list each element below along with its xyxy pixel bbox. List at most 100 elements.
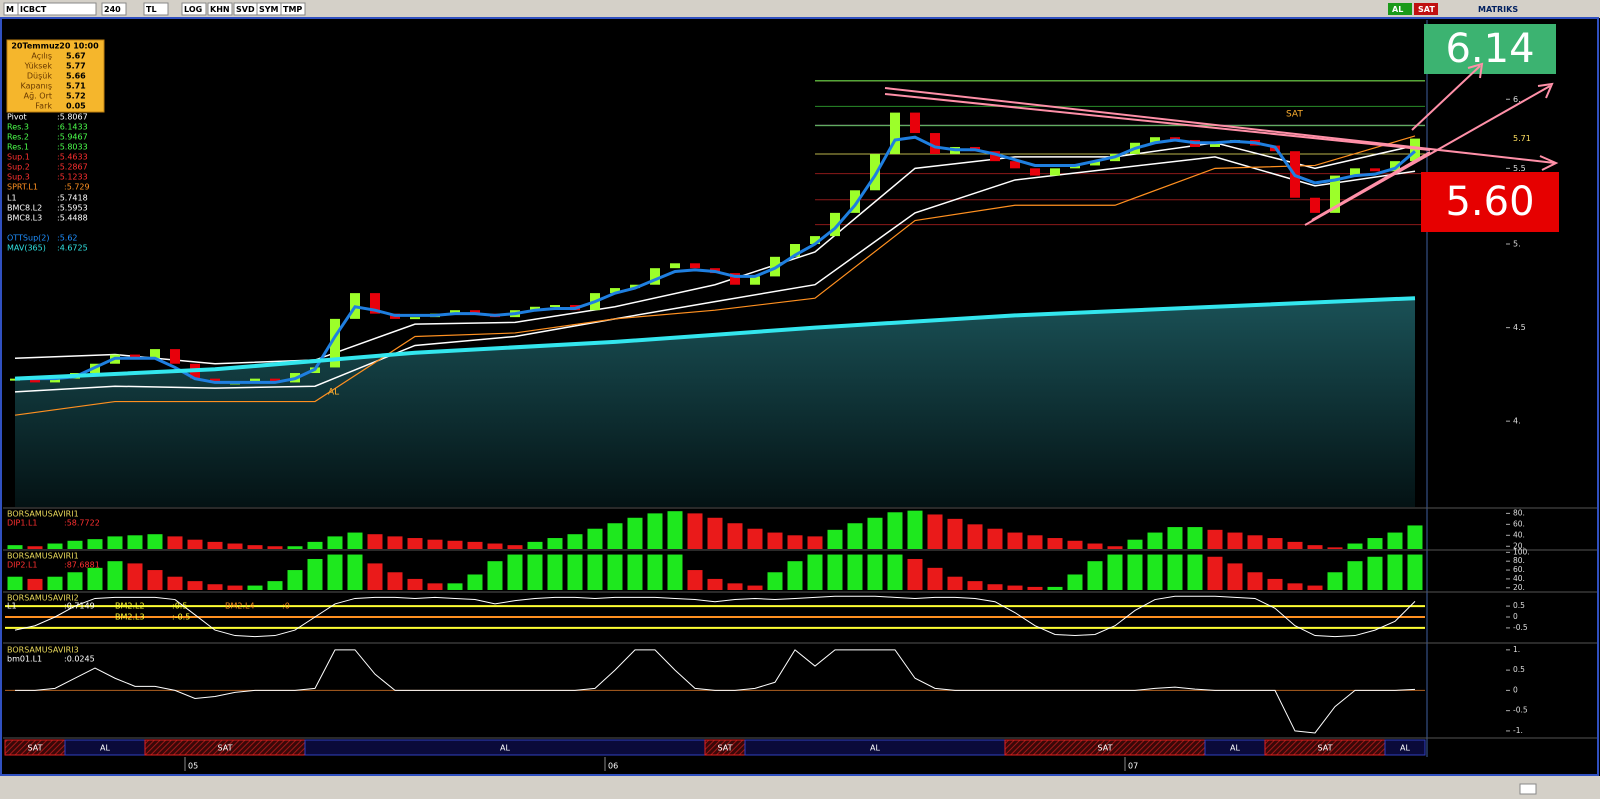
legend-value: :-0.5 bbox=[172, 613, 190, 622]
toolbar-button[interactable] bbox=[1414, 3, 1438, 15]
candle bbox=[870, 154, 880, 191]
histogram-bar bbox=[867, 517, 883, 549]
info-value: 5.67 bbox=[66, 52, 86, 61]
histogram-bar bbox=[647, 554, 663, 590]
histogram-bar bbox=[1227, 563, 1243, 590]
legend-value: :4.6725 bbox=[57, 244, 88, 253]
legend-name: MAV(365) bbox=[7, 244, 46, 253]
histogram-bar bbox=[1107, 546, 1123, 549]
histogram-bar bbox=[867, 554, 883, 590]
histogram-bar bbox=[467, 541, 483, 549]
y-tick-label: 5. bbox=[1513, 240, 1521, 249]
candle bbox=[370, 293, 380, 314]
histogram-bar bbox=[207, 541, 223, 549]
signal-label: SAT bbox=[1318, 744, 1333, 753]
histogram-bar bbox=[127, 535, 143, 549]
toolbar-button[interactable] bbox=[143, 2, 169, 16]
oscillator-line bbox=[15, 649, 1416, 734]
candle bbox=[830, 212, 840, 237]
frame bbox=[0, 17, 1599, 776]
trend-line bbox=[1311, 151, 1431, 221]
histogram-bar bbox=[987, 528, 1003, 549]
area-fill bbox=[15, 298, 1415, 507]
legend-value: :5.4633 bbox=[57, 153, 88, 162]
histogram-bar bbox=[107, 561, 123, 590]
histogram-bar bbox=[887, 554, 903, 590]
candle bbox=[450, 310, 460, 314]
toolbar-button[interactable] bbox=[207, 2, 233, 16]
legend-value: :5.5953 bbox=[57, 204, 88, 213]
candle bbox=[650, 268, 660, 285]
toolbar-button[interactable] bbox=[101, 2, 127, 16]
candle bbox=[410, 317, 420, 320]
candle bbox=[1090, 161, 1100, 166]
histogram-bar bbox=[1147, 554, 1163, 590]
y-tick-label: 0.5 bbox=[1513, 601, 1525, 610]
histogram-bar bbox=[487, 561, 503, 590]
legend-name: Res.1 bbox=[7, 143, 29, 152]
legend-name: bm01.L1 bbox=[7, 655, 42, 664]
toolbar-label: SVD bbox=[236, 5, 255, 14]
histogram-bar bbox=[887, 512, 903, 549]
candle bbox=[790, 244, 800, 257]
histogram-bar bbox=[1047, 538, 1063, 549]
histogram-bar bbox=[847, 554, 863, 590]
legend-value: :5.2867 bbox=[57, 163, 88, 172]
histogram-bar bbox=[1187, 527, 1203, 549]
histogram-bar bbox=[1267, 538, 1283, 549]
histogram-bar bbox=[1187, 554, 1203, 590]
histogram-bar bbox=[1347, 543, 1363, 549]
histogram-bar bbox=[1267, 578, 1283, 590]
histogram-bar bbox=[907, 510, 923, 549]
info-value: 0.05 bbox=[66, 102, 86, 111]
toolbar-button[interactable] bbox=[280, 2, 306, 16]
y-tick-label: 80. bbox=[1513, 556, 1525, 565]
y-tick-label: 60. bbox=[1513, 519, 1525, 528]
histogram-bar bbox=[667, 511, 683, 549]
candle bbox=[1390, 161, 1400, 172]
chart-layer: 6. 5.5 5. 4.5 4. 5.71 Pivot:5.8067 Res.3:6.1433… bbox=[3, 24, 1597, 771]
annotation: SAT bbox=[1286, 110, 1303, 120]
histogram-bar bbox=[567, 534, 583, 549]
candle bbox=[810, 236, 820, 245]
candle bbox=[1330, 175, 1340, 213]
toolbar-label: M bbox=[6, 5, 14, 14]
legend-name: L1 bbox=[7, 194, 17, 203]
indicator-line bbox=[15, 135, 1416, 384]
legend-value: :58.7722 bbox=[64, 519, 100, 528]
legend-value: :5.1233 bbox=[57, 173, 88, 182]
histogram-bar bbox=[447, 583, 463, 590]
toolbar-label: TMP bbox=[283, 5, 302, 14]
histogram-bar bbox=[167, 576, 183, 590]
histogram-bar bbox=[607, 554, 623, 590]
toolbar-button[interactable] bbox=[1474, 3, 1538, 15]
histogram-bar bbox=[767, 572, 783, 590]
legend-name: Res.3 bbox=[7, 123, 29, 132]
y-tick-label: 60. bbox=[1513, 565, 1525, 574]
panel-title: BORSAMUSAVIRI1 bbox=[7, 552, 79, 561]
histogram-bar bbox=[547, 538, 563, 549]
toolbar-label: ICBCT bbox=[20, 5, 47, 14]
toolbar-button[interactable] bbox=[17, 2, 97, 16]
histogram-bar bbox=[1307, 545, 1323, 549]
histogram-bar bbox=[1087, 561, 1103, 590]
legend-value: :5.8067 bbox=[57, 113, 88, 122]
info-value: 5.66 bbox=[66, 72, 86, 81]
histogram-bar bbox=[587, 554, 603, 590]
candle bbox=[530, 306, 540, 311]
y-tick-label: 20. bbox=[1513, 541, 1525, 550]
toolbar-button[interactable] bbox=[1388, 3, 1412, 15]
trend-line bbox=[1304, 85, 1551, 226]
histogram-bar bbox=[287, 570, 303, 590]
candle bbox=[330, 318, 340, 368]
histogram-bar bbox=[1247, 535, 1263, 549]
histogram-bar bbox=[727, 583, 743, 590]
histogram-bar bbox=[767, 532, 783, 549]
histogram-bar bbox=[1007, 585, 1023, 590]
histogram-bar bbox=[87, 539, 103, 549]
toolbar-button[interactable] bbox=[181, 2, 207, 16]
histogram-bar bbox=[287, 546, 303, 549]
scrollbar[interactable] bbox=[1519, 783, 1537, 795]
legend-name: DIP1.L1 bbox=[7, 519, 38, 528]
candle bbox=[130, 354, 140, 359]
